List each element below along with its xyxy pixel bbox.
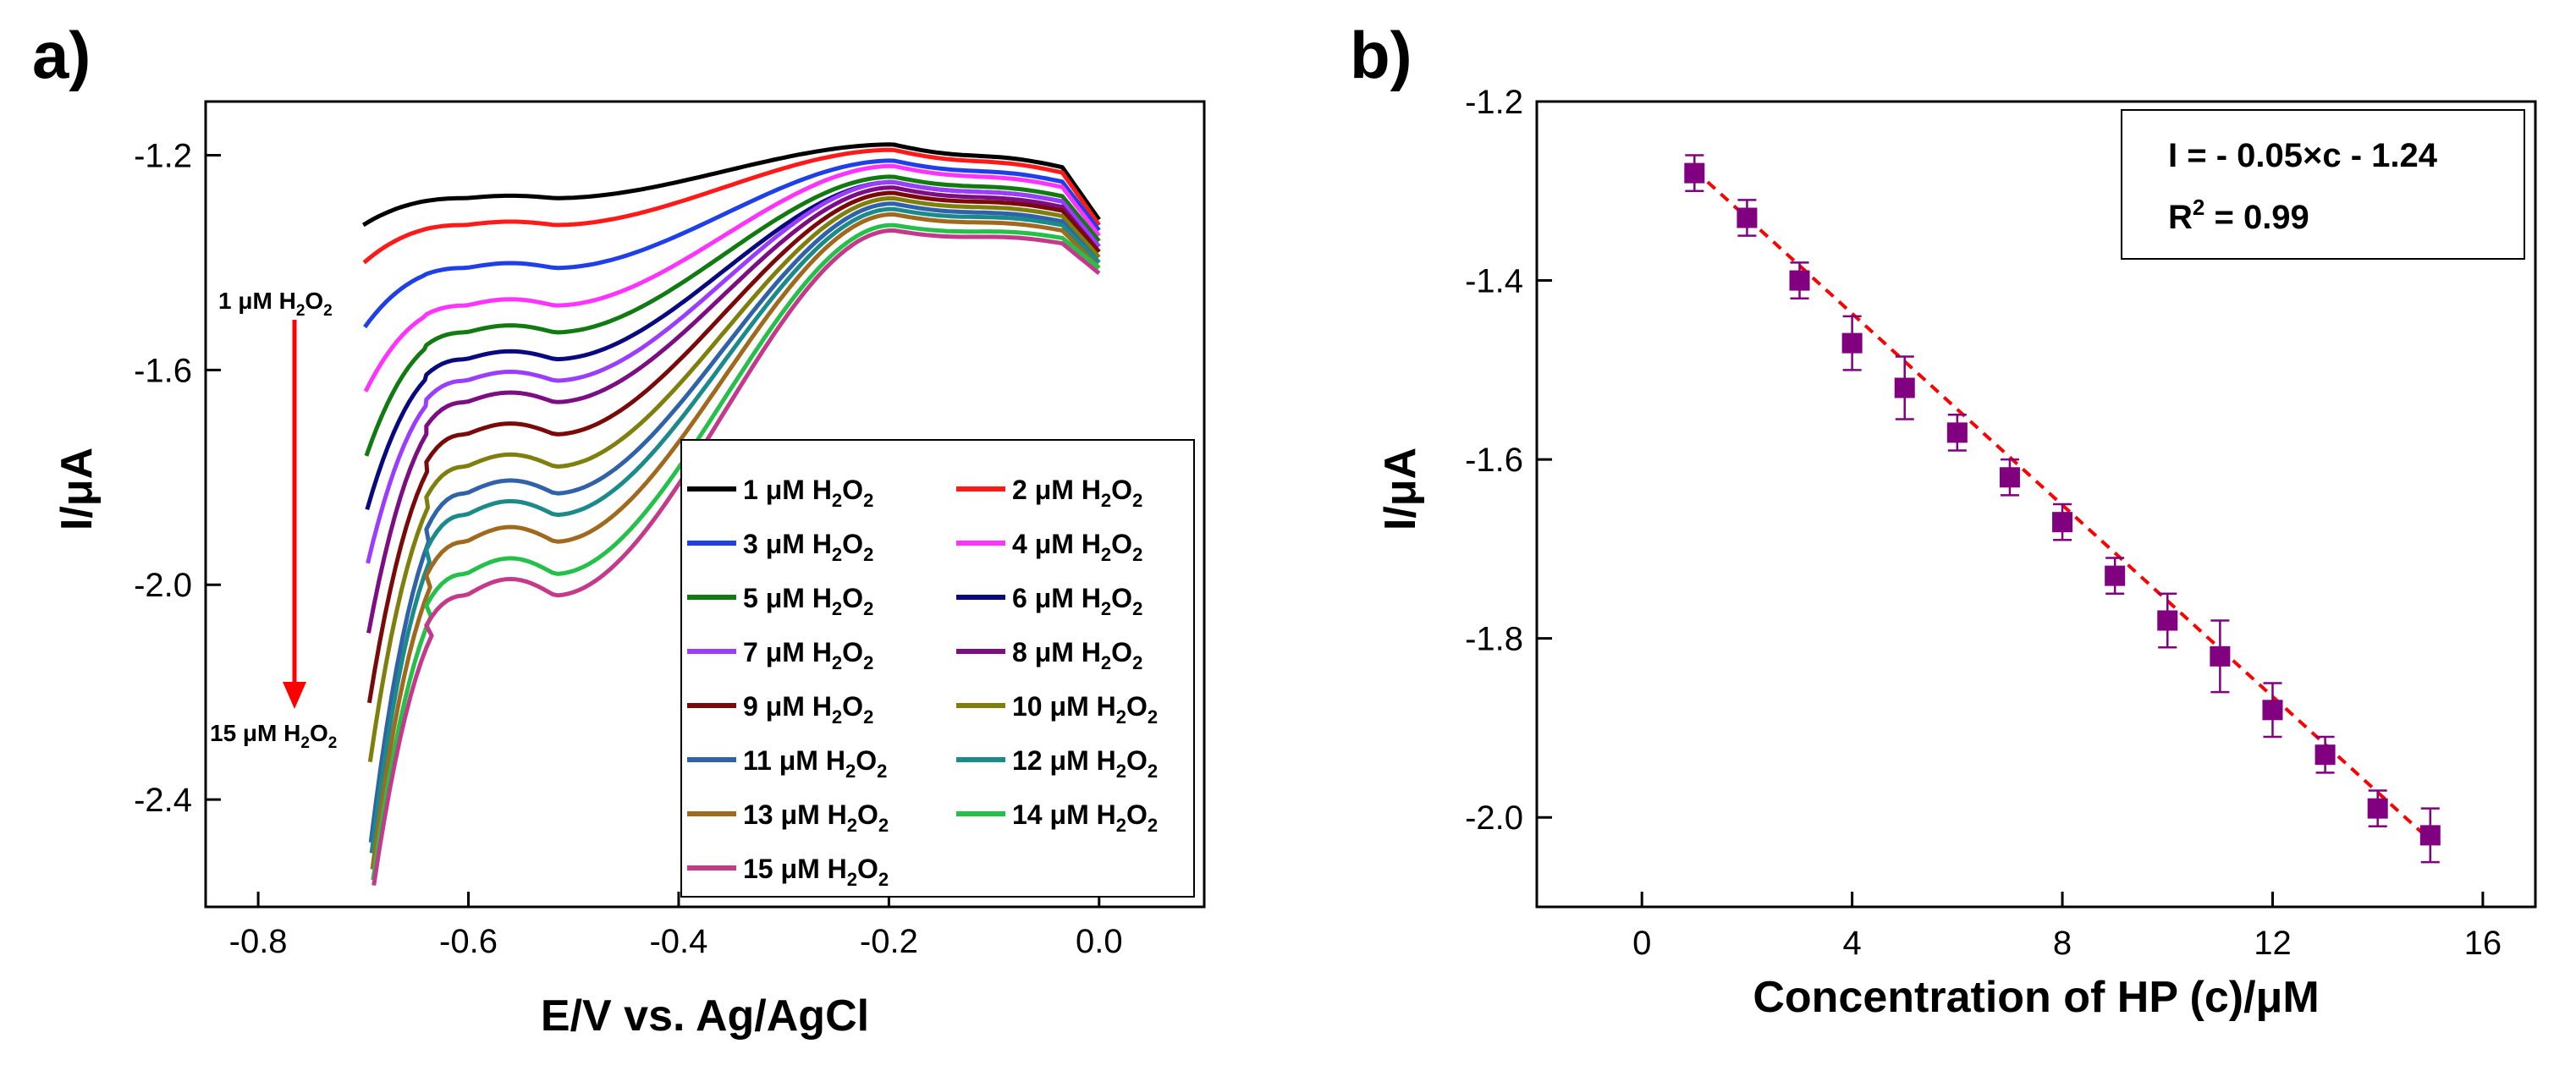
annotation-top: 1 μM H2O2	[218, 288, 333, 320]
series-line	[363, 163, 1101, 393]
legend-label: 10 μM H2O2	[1012, 691, 1158, 728]
panel-a-y-ticks: -1.2 -1.6 -2.0 -2.4	[134, 137, 221, 819]
x-tick-label: -0.4	[649, 923, 707, 960]
fit-equation: I = - 0.05×c - 1.24	[2168, 137, 2438, 174]
x-tick-label: -0.2	[860, 923, 918, 960]
x-tick-label: -0.6	[439, 923, 498, 960]
panel-a-x-axis-label: E/V vs. Ag/AgCl	[541, 991, 869, 1041]
legend-label: 8 μM H2O2	[1012, 637, 1142, 673]
panel-a-legend: 1 μM H2O2 2 μM H2O2 3 μM H2O2 4 μM H2O2 5 μM…	[680, 439, 1195, 898]
series-line	[371, 222, 1101, 881]
x-tick-label: 4	[1843, 925, 1862, 962]
annotation-bottom: 15 μM H2O2	[210, 720, 337, 752]
x-tick-label: -0.8	[229, 923, 288, 960]
y-tick-label: -1.6	[1465, 442, 1523, 479]
data-point	[1841, 332, 1863, 354]
x-tick-label: 12	[2254, 925, 2292, 962]
data-point	[2105, 565, 2126, 586]
concentration-arrow-head	[283, 682, 306, 709]
series-line	[370, 212, 1101, 870]
x-tick-label: 16	[2464, 925, 2502, 962]
data-point	[2157, 610, 2178, 631]
legend-label: 4 μM H2O2	[1012, 529, 1142, 565]
legend-label: 13 μM H2O2	[743, 799, 889, 836]
series-line	[366, 179, 1101, 564]
data-point	[1789, 270, 1810, 291]
series-line	[364, 174, 1101, 457]
legend-label: 11 μM H2O2	[743, 745, 887, 782]
series-line	[361, 142, 1101, 228]
series-line	[367, 195, 1101, 762]
legend-label: 15 μM H2O2	[743, 854, 889, 890]
series-line	[366, 190, 1101, 704]
panel-b-x-ticks: 0 4 8 12 16	[1632, 892, 2502, 962]
legend-label: 6 μM H2O2	[1012, 583, 1142, 619]
panel-a-x-ticks: -0.8 -0.6 -0.4 -0.2 0.0	[229, 892, 1123, 960]
x-tick-label: 0	[1632, 925, 1651, 962]
panel-b-y-axis-label: I/μA	[1376, 448, 1425, 530]
series-line	[363, 158, 1101, 329]
data-point	[2419, 825, 2441, 846]
panel-b-label: b)	[1350, 18, 1412, 92]
y-tick-label: -1.2	[1465, 84, 1523, 121]
legend-label: 7 μM H2O2	[743, 637, 873, 673]
y-tick-label: -1.4	[1465, 263, 1523, 300]
series-line	[372, 228, 1101, 886]
panel-a-lines	[361, 142, 1101, 886]
panel-a: a) -0.8 -0.6 -0.4 -0.2 0.0 -1.2-1.6-2.0-2.4 …	[32, 18, 1206, 1041]
legend-label: 1 μM H2O2	[743, 475, 873, 511]
y-tick-label: -1.2	[134, 137, 192, 174]
series-line	[366, 185, 1101, 634]
y-tick-label: -2.4	[134, 782, 192, 819]
legend-label: 14 μM H2O2	[1012, 799, 1158, 836]
panel-a-frame	[204, 100, 1206, 909]
y-tick-label: -2.0	[1465, 799, 1523, 837]
data-point	[2210, 645, 2231, 667]
panel-a-y-axis-label: I/μA	[52, 448, 102, 530]
legend-frame	[680, 439, 1195, 898]
panel-a-label: a)	[32, 18, 91, 92]
data-point	[1999, 467, 2020, 488]
data-point	[2367, 798, 2388, 819]
series-line	[362, 147, 1101, 265]
panel-b-x-axis-label: Concentration of HP (c)/μM	[1753, 973, 2319, 1022]
x-tick-label: 0.0	[1076, 923, 1123, 960]
data-point	[1684, 162, 1705, 184]
y-tick-label: -1.8	[1465, 621, 1523, 658]
panel-b-points	[1684, 154, 2441, 864]
r-squared: R2 = 0.99	[2168, 195, 2309, 236]
panel-b-frame	[1535, 100, 2537, 909]
fit-equation-box: I = - 0.05×c - 1.24 R2 = 0.99	[2121, 109, 2525, 260]
series-line	[369, 206, 1101, 854]
panel-b: b) 0 4 8 12 16 -1.2 -1.4 -1.6 -1.8 -2.0 Concentr…	[1350, 18, 2537, 1022]
data-point	[2052, 512, 2073, 533]
data-point	[1894, 377, 1915, 398]
data-point	[2315, 744, 2336, 766]
legend-label: 3 μM H2O2	[743, 529, 873, 565]
data-point	[2262, 700, 2283, 721]
data-point	[1946, 422, 1968, 443]
equation-frame	[2121, 109, 2525, 260]
y-tick-label: -1.6	[134, 352, 192, 389]
legend-label: 9 μM H2O2	[743, 691, 873, 728]
panel-b-y-ticks: -1.2 -1.4 -1.6 -1.8 -2.0	[1465, 84, 1552, 837]
series-line	[368, 201, 1101, 843]
x-tick-label: 8	[2053, 925, 2072, 962]
y-tick-label: -2.0	[134, 567, 192, 604]
data-point	[1737, 207, 1758, 228]
legend-label: 2 μM H2O2	[1012, 475, 1142, 511]
legend-label: 12 μM H2O2	[1012, 745, 1158, 782]
legend-label: 5 μM H2O2	[743, 583, 873, 619]
